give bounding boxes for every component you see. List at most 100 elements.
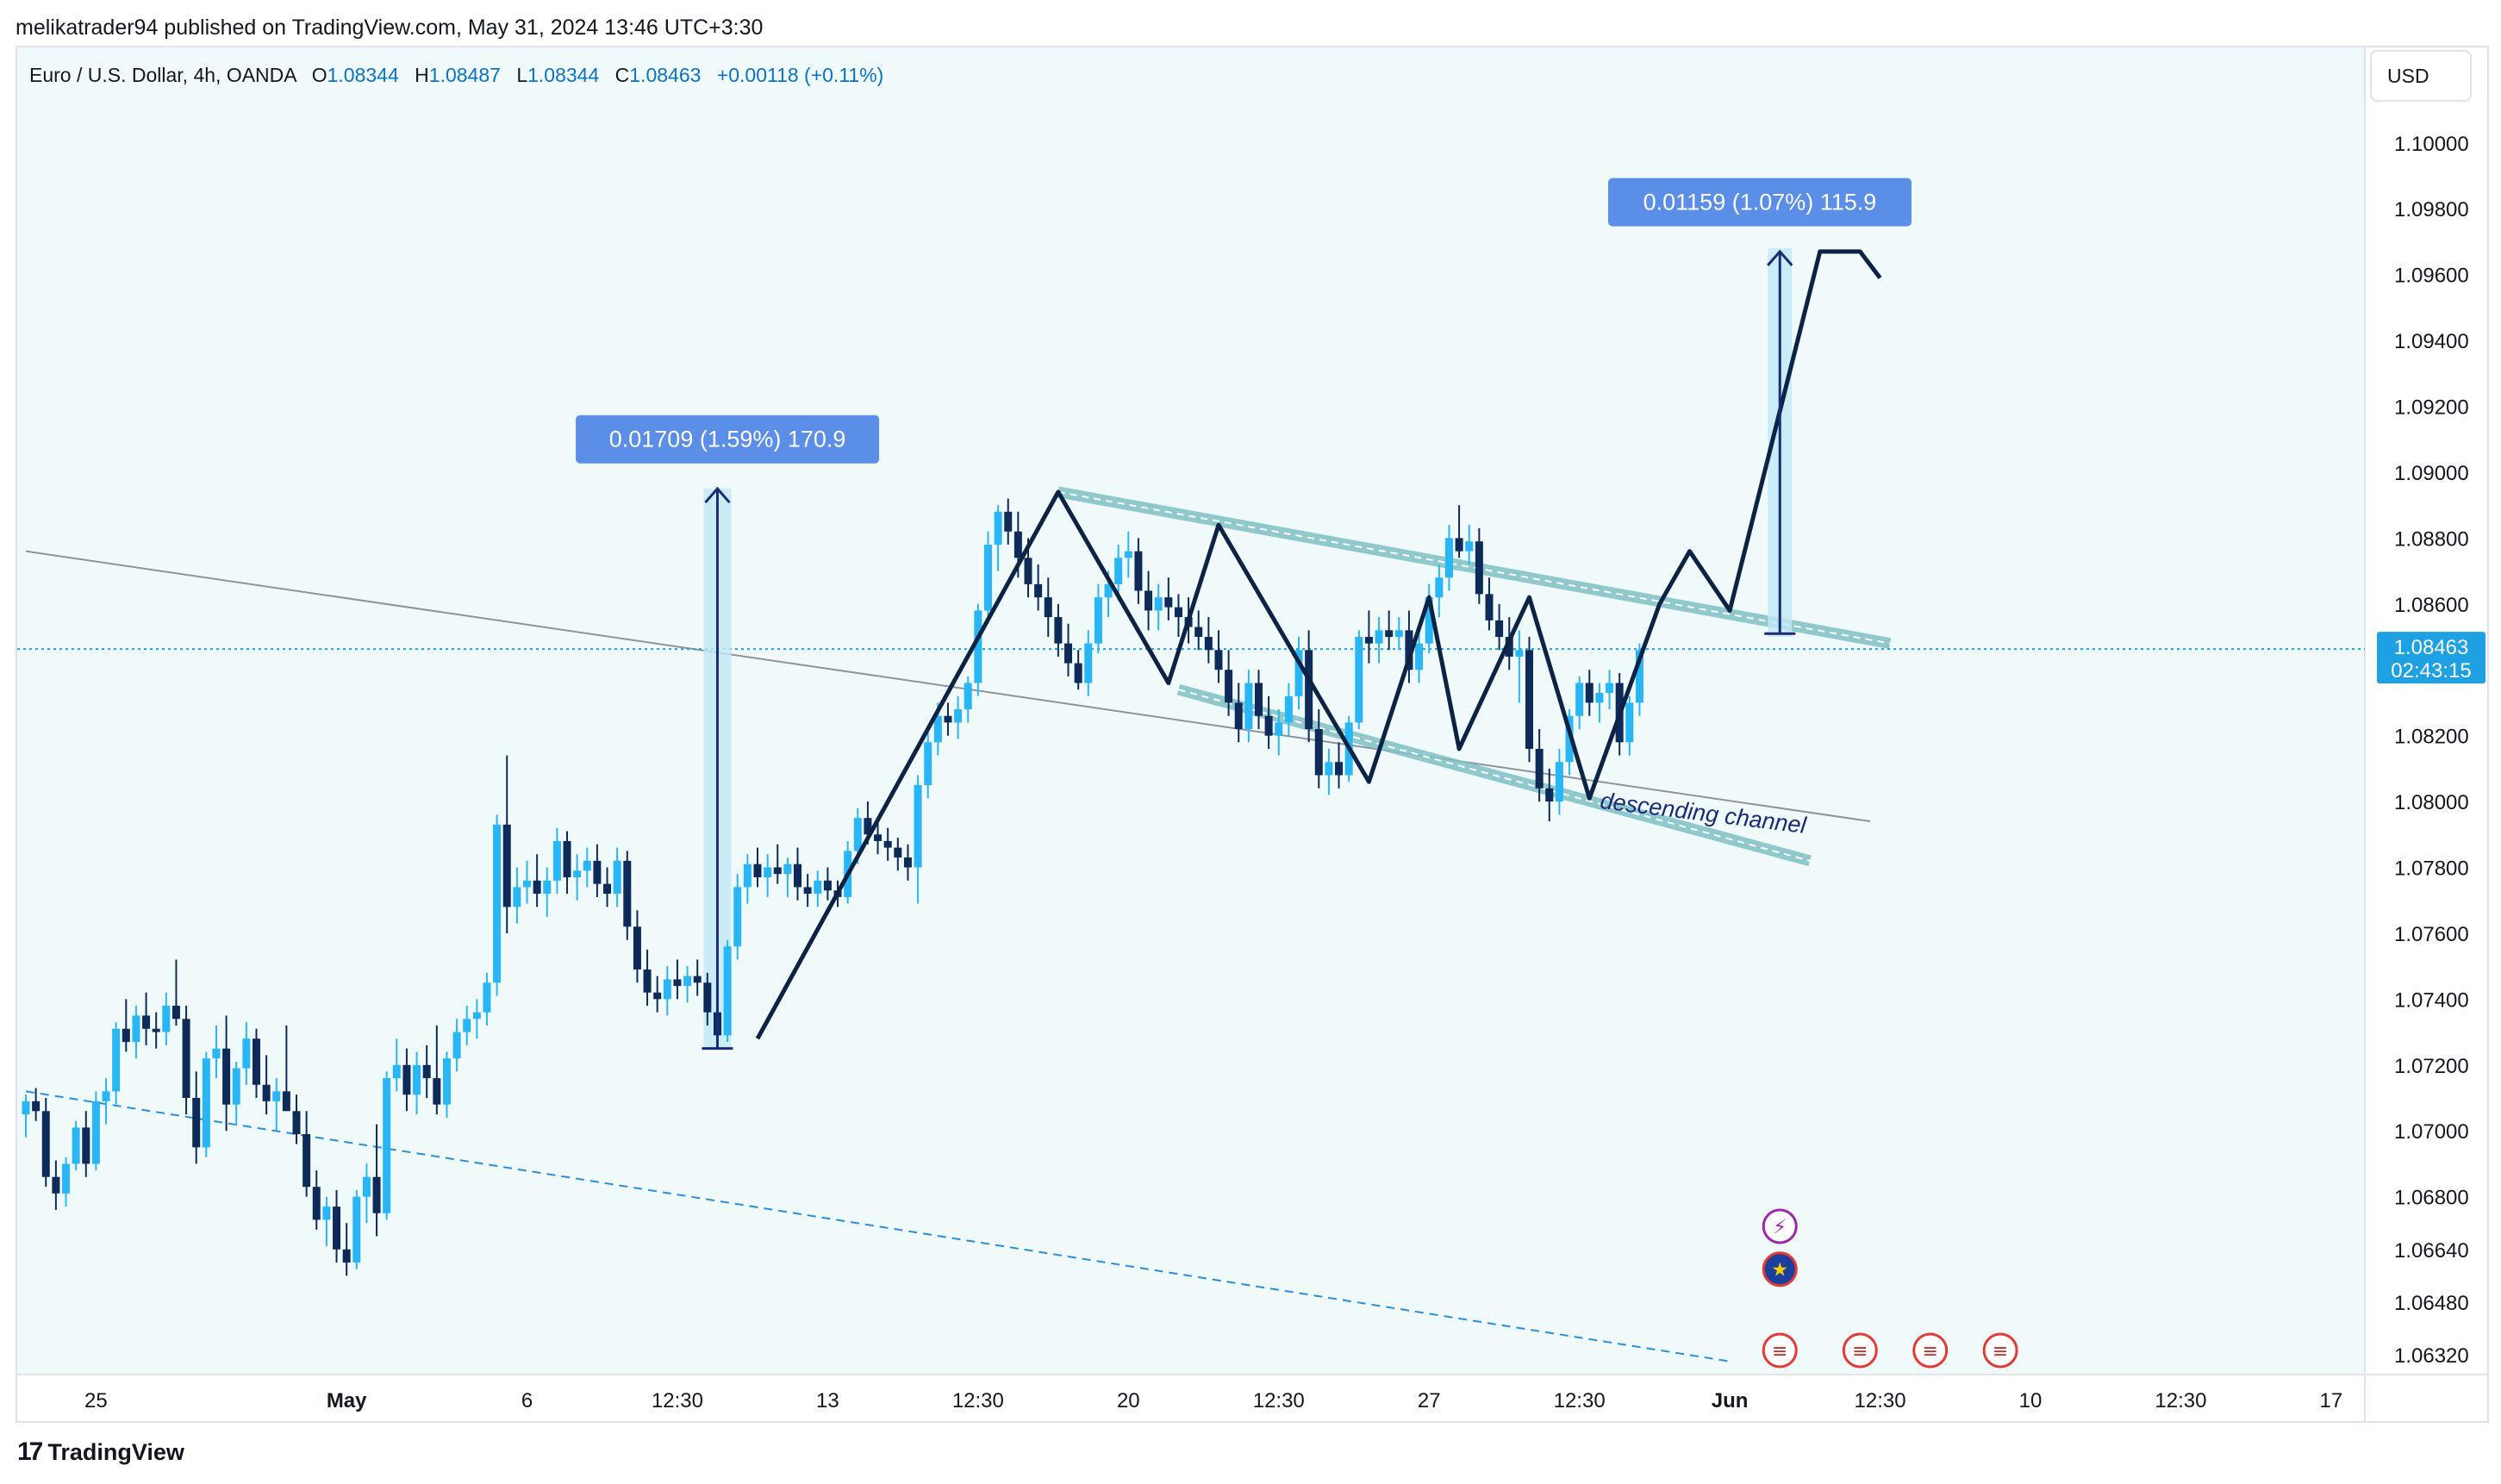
candle-up [1425,597,1433,644]
x-tick-label: 27 [1418,1389,1441,1412]
candle-up [1555,762,1563,802]
high-label: H [415,64,429,86]
candle-up [853,818,862,851]
y-tick-label: 1.08200 [2394,726,2469,749]
candle-up [723,946,732,1036]
candle-down [883,840,892,848]
candle-down [502,824,511,907]
candle-down [1254,683,1263,716]
us-flag-event[interactable]: ≡ [1762,1332,1798,1369]
candle-down [302,1134,311,1188]
svg-text:⚡: ⚡ [1774,1217,1787,1238]
candle-up [1124,551,1132,558]
y-tick-label: 1.09400 [2394,330,2469,353]
candle-down [653,992,662,1000]
candle-down [1485,594,1494,620]
eu-flag-event[interactable]: ★ [1762,1251,1798,1288]
zigzag-projection [755,249,1882,1040]
measure-label-2-box [1607,178,1912,227]
candle-down [773,867,782,875]
candle-down [1164,597,1173,608]
candle-down [1505,637,1513,657]
candle-down [623,860,632,927]
candle-down [1134,551,1143,591]
candle-down [1174,607,1182,618]
svg-text:≡: ≡ [1993,1341,2008,1362]
candle-up [1084,643,1093,683]
candle-down [593,860,602,884]
candle-down [1214,650,1223,670]
candle-down [1385,630,1394,638]
candle-down [1585,683,1594,703]
x-tick-label: Jun [1712,1389,1749,1412]
x-tick-label: 12:30 [1554,1389,1606,1412]
candle-up [1565,715,1574,763]
candle-up [62,1163,71,1194]
candle-down [864,818,872,835]
candle-up [814,880,822,895]
us-flag-event[interactable]: ≡ [1912,1332,1949,1369]
candle-down [152,1028,160,1032]
candle-down [673,979,682,987]
y-tick-label: 1.06800 [2394,1187,2469,1210]
candle-down [1074,663,1082,683]
candle-down [433,1078,441,1105]
open-label: O [311,64,327,86]
publish-info: melikatrader94 published on TradingView.… [16,16,764,40]
candle-up [102,1091,110,1101]
candle-up [452,1032,461,1059]
candle-up [743,864,752,888]
y-tick-label: 1.06320 [2394,1344,2469,1368]
candle-down [292,1111,301,1135]
candle-down [1054,617,1063,644]
candle-down [172,1006,180,1019]
candle-up [683,976,692,987]
candle-up [383,1078,391,1213]
tradingview-brand: TradingView [47,1438,184,1465]
candle-up [1325,762,1333,776]
candle-down [192,1098,201,1148]
currency-button[interactable]: USD [2370,50,2472,102]
candle-up [1465,541,1474,552]
candle-down [52,1176,60,1194]
y-tick-label: 1.07600 [2394,923,2469,946]
candle-up [1595,692,1604,703]
y-tick-label: 1.09600 [2394,265,2469,288]
candle-down [1034,583,1043,598]
current-price-tag [2377,632,2485,684]
candle-up [392,1064,401,1079]
candle-down [1004,511,1013,532]
candle-up [162,1006,171,1032]
candle-down [894,847,902,858]
candle-down [262,1084,271,1101]
candle-down [1335,762,1344,776]
change-value: +0.00118 (+0.11%) [716,64,884,86]
x-tick-label: May [327,1389,367,1412]
candle-up [663,979,671,1000]
candle-up [1635,650,1643,703]
measure-label-1-box [576,415,880,464]
y-tick-label: 1.07200 [2394,1055,2469,1078]
candle-down [82,1127,90,1164]
us-flag-event[interactable]: ≡ [1982,1332,2018,1369]
tradingview-logo[interactable]: 17 TradingView [17,1437,184,1467]
candle-up [1394,630,1403,638]
candle-down [1495,620,1504,638]
low-value: 1.08344 [527,64,600,86]
candle-down [1044,597,1052,618]
candlestick-chart[interactable]: 0.01709 (1.59%) 170.9 0.01159 (1.07%) 115… [17,47,2487,1421]
candle-down [182,1019,190,1099]
candle-up [1444,538,1453,578]
us-flag-event[interactable]: ≡ [1842,1332,1878,1369]
candle-up [202,1058,210,1148]
candle-up [1415,643,1424,670]
candle-down [142,1015,151,1029]
bar-countdown: 02:43:15 [2391,659,2471,683]
candle-up [1625,702,1634,743]
lightning-event[interactable]: ⚡ [1762,1208,1798,1244]
candle-down [402,1064,411,1095]
y-tick-label: 1.08800 [2394,527,2469,551]
candle-down [643,969,652,993]
low-label: L [516,64,528,86]
y-tick-label: 1.06480 [2394,1292,2469,1315]
